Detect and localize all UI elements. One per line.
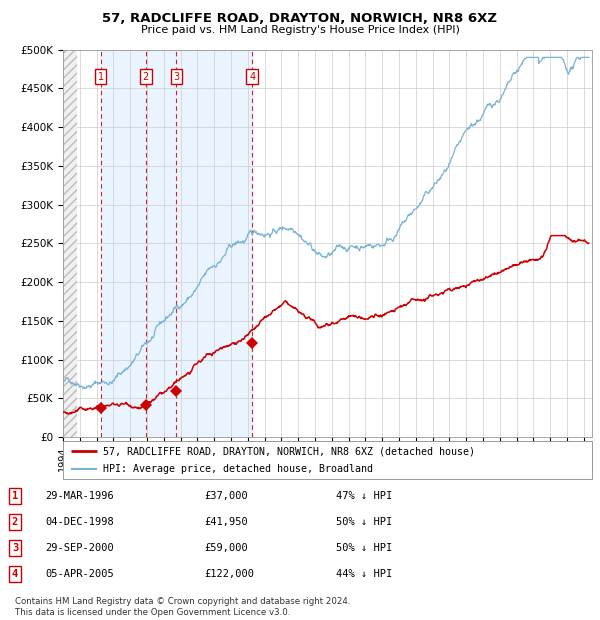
Text: 04-DEC-1998: 04-DEC-1998	[45, 517, 114, 527]
Text: 47% ↓ HPI: 47% ↓ HPI	[336, 491, 392, 501]
Text: 1: 1	[12, 491, 18, 501]
Bar	[101, 50, 252, 437]
Text: 4: 4	[249, 72, 255, 82]
Text: £41,950: £41,950	[204, 517, 248, 527]
Text: 05-APR-2005: 05-APR-2005	[45, 569, 114, 579]
Text: 57, RADCLIFFE ROAD, DRAYTON, NORWICH, NR8 6XZ (detached house): 57, RADCLIFFE ROAD, DRAYTON, NORWICH, NR…	[103, 446, 475, 456]
Text: £37,000: £37,000	[204, 491, 248, 501]
Text: 3: 3	[12, 543, 18, 553]
Text: 2: 2	[12, 517, 18, 527]
Text: 29-SEP-2000: 29-SEP-2000	[45, 543, 114, 553]
Text: £122,000: £122,000	[204, 569, 254, 579]
FancyBboxPatch shape	[63, 441, 592, 479]
Text: 57, RADCLIFFE ROAD, DRAYTON, NORWICH, NR8 6XZ: 57, RADCLIFFE ROAD, DRAYTON, NORWICH, NR…	[103, 12, 497, 25]
Text: £59,000: £59,000	[204, 543, 248, 553]
Text: Contains HM Land Registry data © Crown copyright and database right 2024.
This d: Contains HM Land Registry data © Crown c…	[15, 598, 350, 617]
Text: 29-MAR-1996: 29-MAR-1996	[45, 491, 114, 501]
Text: Price paid vs. HM Land Registry's House Price Index (HPI): Price paid vs. HM Land Registry's House …	[140, 25, 460, 35]
Text: 50% ↓ HPI: 50% ↓ HPI	[336, 543, 392, 553]
Text: 4: 4	[12, 569, 18, 579]
Text: 50% ↓ HPI: 50% ↓ HPI	[336, 517, 392, 527]
Text: HPI: Average price, detached house, Broadland: HPI: Average price, detached house, Broa…	[103, 464, 373, 474]
Text: 3: 3	[173, 72, 179, 82]
Text: 44% ↓ HPI: 44% ↓ HPI	[336, 569, 392, 579]
Text: 1: 1	[98, 72, 104, 82]
Text: 2: 2	[143, 72, 149, 82]
